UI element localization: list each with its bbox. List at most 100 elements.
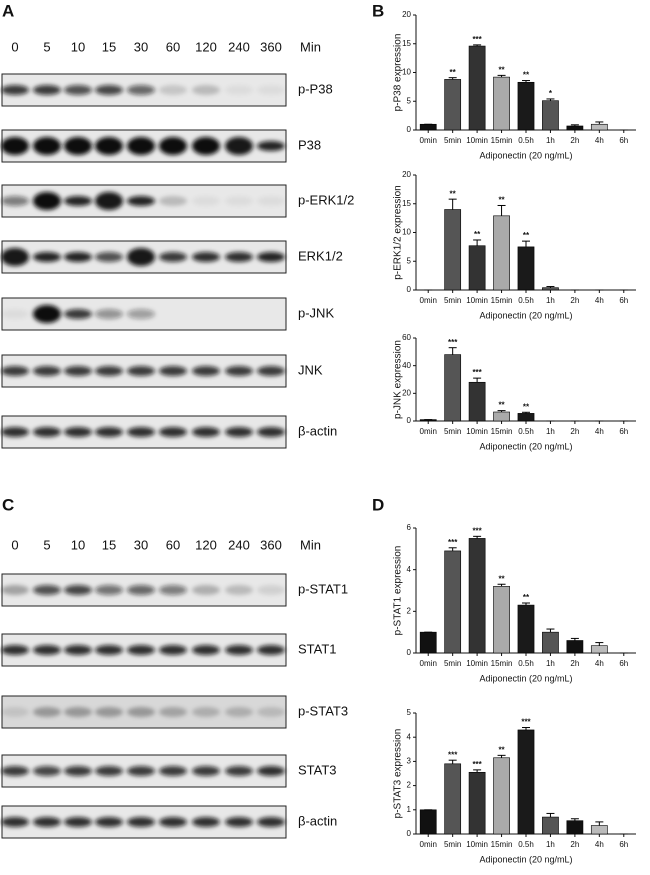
x-tick-label: 6h: [619, 427, 628, 436]
lane-label: 240: [228, 39, 250, 54]
bar: [542, 631, 559, 654]
blot-band: [64, 366, 92, 376]
x-tick-label: 4h: [595, 840, 604, 849]
blot-strip: [1, 354, 287, 388]
significance-label: **: [450, 189, 457, 198]
blot-strip: [1, 129, 287, 163]
significance-label: **: [498, 401, 505, 410]
blot-band: [1, 707, 29, 717]
significance-label: ***: [472, 526, 482, 535]
blot-band: [127, 817, 155, 827]
bar: [590, 645, 608, 654]
y-tick-label: 40: [402, 361, 411, 370]
blot-band: [64, 707, 92, 717]
blot-band: [95, 366, 123, 376]
x-tick-label: 4h: [595, 296, 604, 305]
x-tick-label: 0.5h: [518, 659, 534, 668]
bar: [468, 538, 486, 654]
blot-label: P38: [298, 137, 321, 152]
significance-label: **: [523, 402, 530, 411]
blot-band: [64, 427, 92, 437]
blot-label: ERK1/2: [298, 248, 343, 263]
x-tick-label: 15min: [491, 840, 513, 849]
x-tick-label: 15min: [491, 659, 513, 668]
y-tick-label: 15: [402, 39, 411, 48]
x-tick-label: 1h: [546, 427, 555, 436]
blot-bands: [1, 585, 285, 595]
blot-band: [257, 85, 285, 95]
lane-label: 15: [102, 39, 116, 54]
blot-band: [159, 85, 187, 95]
y-tick-label: 2: [407, 781, 412, 790]
blot-band: [257, 766, 285, 776]
blot-band: [95, 427, 123, 437]
x-axis-title: Adiponectin (20 ng/mL): [479, 150, 572, 160]
blot-bands: [1, 427, 285, 437]
x-tick-label: 2h: [570, 296, 579, 305]
x-tick-label: 10min: [466, 296, 488, 305]
blot-band: [159, 137, 187, 155]
x-tick-label: 5min: [444, 840, 461, 849]
blot-band: [159, 196, 187, 206]
blot-band: [257, 645, 285, 655]
y-tick-label: 5: [407, 96, 412, 105]
blot-band: [33, 252, 61, 262]
blot-label: p-ERK1/2: [298, 192, 354, 207]
blot-band: [33, 366, 61, 376]
significance-label: ***: [448, 338, 458, 347]
y-tick-label: 0: [407, 648, 412, 657]
x-tick-label: 0.5h: [518, 427, 534, 436]
bar: [444, 209, 462, 291]
blot-band: [95, 309, 123, 319]
x-tick-label: 10min: [466, 136, 488, 145]
blot-band: [127, 585, 155, 595]
lane-label: 10: [71, 39, 85, 54]
blot-bands: [1, 305, 155, 323]
blot-band: [192, 85, 220, 95]
x-tick-label: 6h: [619, 840, 628, 849]
panel-letter: C: [2, 495, 14, 514]
bar: [542, 816, 559, 835]
blot-band: [192, 645, 220, 655]
lane-label: 5: [43, 39, 50, 54]
x-tick-label: 1h: [546, 840, 555, 849]
significance-label: *: [549, 89, 553, 98]
y-tick-label: 60: [402, 333, 411, 342]
significance-label: **: [498, 745, 505, 754]
x-tick-label: 6h: [619, 659, 628, 668]
y-tick-label: 1: [407, 805, 412, 814]
lane-unit: Min: [300, 537, 321, 552]
blot-band: [95, 252, 123, 262]
blot-band: [225, 766, 253, 776]
bar: [493, 586, 510, 654]
significance-label: **: [474, 230, 481, 239]
bar: [444, 354, 462, 422]
lane-label: 30: [134, 39, 148, 54]
blot-band: [64, 766, 92, 776]
blot-band: [257, 427, 285, 437]
blot-band: [225, 366, 253, 376]
x-tick-label: 0min: [420, 427, 437, 436]
x-axis-title: Adiponectin (20 ng/mL): [479, 310, 572, 320]
blot-band: [192, 707, 220, 717]
blot-band: [159, 645, 187, 655]
blot-band: [1, 85, 29, 95]
blot-band: [159, 427, 187, 437]
bar: [444, 550, 462, 654]
panel-letter: A: [2, 1, 14, 20]
bar: [493, 215, 510, 291]
blot-band: [257, 366, 285, 376]
x-tick-label: 10min: [466, 659, 488, 668]
blot-bands: [1, 707, 285, 717]
blot-bands: [1, 645, 285, 655]
x-tick-label: 1h: [546, 136, 555, 145]
significance-label: ***: [472, 760, 482, 769]
blot-band: [33, 305, 61, 323]
blot-band: [159, 707, 187, 717]
blot-band: [64, 585, 92, 595]
bar: [493, 76, 510, 131]
lane-label: 5: [43, 537, 50, 552]
blot-strip: [1, 633, 287, 667]
bar: [468, 381, 486, 422]
blot-band: [127, 85, 155, 95]
